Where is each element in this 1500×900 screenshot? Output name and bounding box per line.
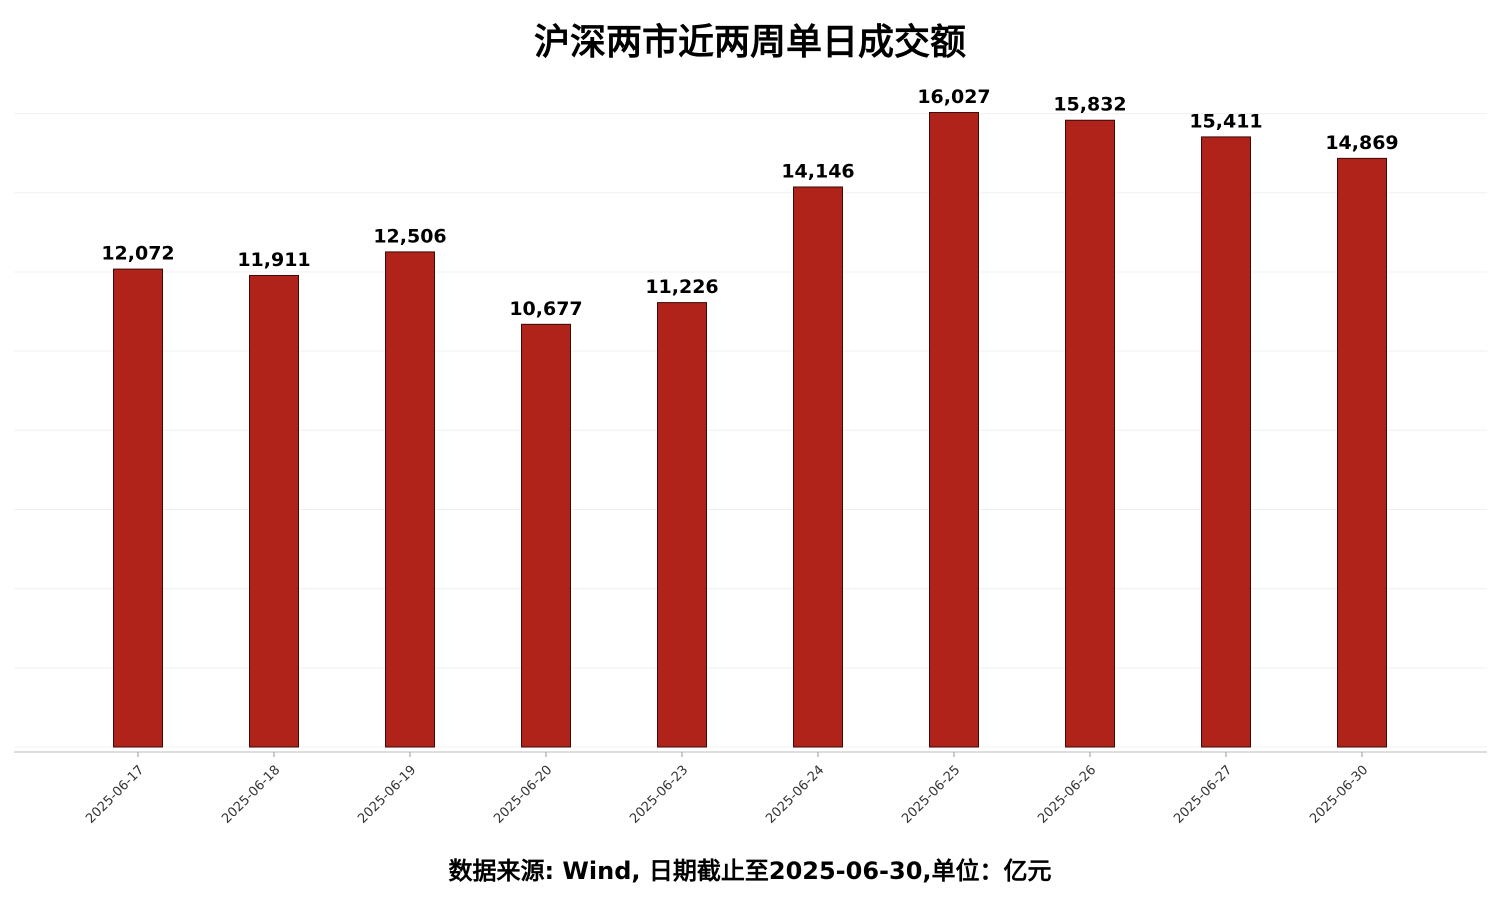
bar <box>521 323 571 748</box>
x-tick-label: 2025-06-24 <box>763 763 827 827</box>
source-note: 数据来源: Wind, 日期截止至2025-06-30,单位：亿元 <box>448 857 1051 885</box>
value-label: 10,677 <box>509 298 582 320</box>
x-tick-label: 2025-06-30 <box>1307 763 1371 827</box>
x-tick-label: 2025-06-17 <box>83 763 147 827</box>
bar <box>385 251 435 748</box>
value-label: 14,146 <box>781 160 854 182</box>
bar <box>929 112 979 748</box>
value-label: 15,411 <box>1189 110 1262 132</box>
chart-title: 沪深两市近两周单日成交额 <box>534 21 966 63</box>
x-tick-label: 2025-06-23 <box>627 763 691 827</box>
x-tick-label: 2025-06-19 <box>355 763 419 827</box>
x-tick-label: 2025-06-20 <box>491 763 555 827</box>
x-tick-label: 2025-06-26 <box>1035 763 1099 827</box>
x-tick-label: 2025-06-27 <box>1171 763 1235 827</box>
value-label: 12,506 <box>373 225 446 247</box>
value-label: 12,072 <box>101 243 174 265</box>
bar <box>657 302 707 748</box>
value-label: 15,832 <box>1053 94 1126 116</box>
bar <box>1201 136 1251 748</box>
value-label: 11,226 <box>645 276 718 298</box>
x-tick-label: 2025-06-25 <box>899 763 963 827</box>
bar <box>1065 119 1115 748</box>
bar <box>1337 157 1387 748</box>
value-label: 14,869 <box>1325 132 1398 154</box>
value-label: 11,911 <box>237 249 310 271</box>
bar <box>793 186 843 748</box>
value-label: 16,027 <box>917 86 990 108</box>
bar <box>113 268 163 748</box>
bar <box>249 274 299 748</box>
x-tick-label: 2025-06-18 <box>219 763 283 827</box>
